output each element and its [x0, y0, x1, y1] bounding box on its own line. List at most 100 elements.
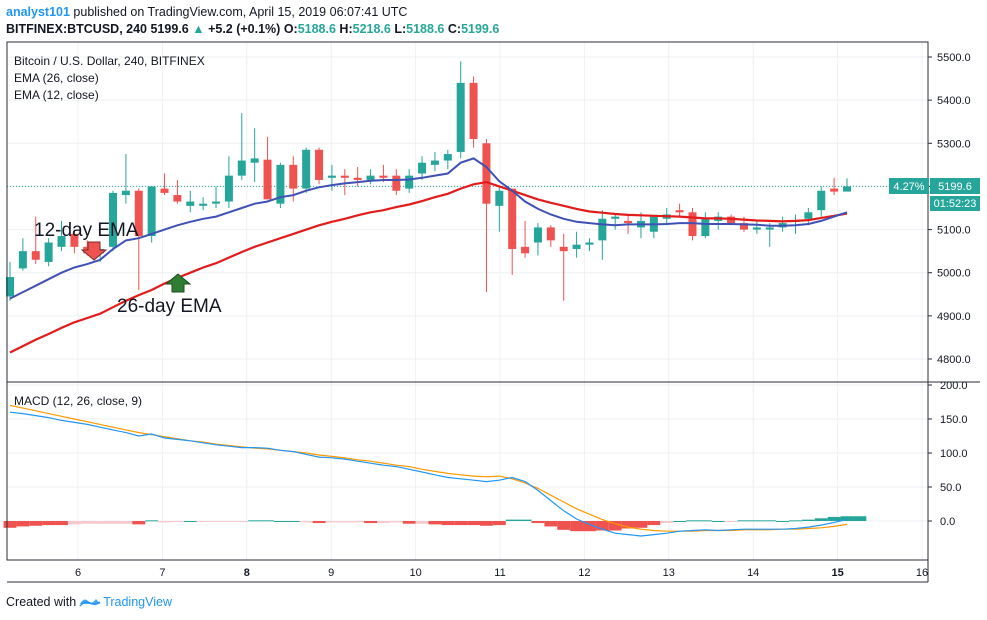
footer: Created with TradingView	[6, 595, 172, 610]
tradingview-brand[interactable]: TradingView	[103, 595, 172, 609]
timer-badge: 01:52:23	[930, 196, 980, 211]
candle-up	[430, 160, 439, 165]
candle-down	[70, 233, 79, 247]
macd-hist-bar	[402, 521, 416, 524]
macd-hist-bar	[814, 518, 828, 521]
macd-hist-bar	[273, 521, 287, 522]
open-label: O:	[283, 22, 298, 36]
candle-up	[250, 158, 259, 163]
macd-hist-bar	[325, 521, 339, 523]
ema-layer	[9, 157, 848, 354]
candle-up	[701, 218, 710, 237]
macd-hist-bar	[647, 521, 661, 526]
candle-down	[624, 220, 633, 224]
macd-hist-bar	[67, 521, 81, 525]
price-tick-label: 5000.0	[937, 268, 971, 280]
macd-hist-bar	[80, 521, 94, 524]
candle-up	[237, 160, 246, 176]
price-badge: 5199.6	[930, 178, 980, 194]
macd-tick-label: 50.0	[940, 482, 961, 494]
price-badge-text: 5199.6	[938, 181, 972, 193]
macd-hist-bar	[158, 521, 171, 523]
candle-down	[830, 188, 839, 192]
macd-hist-bar	[376, 521, 390, 524]
candle-down	[315, 149, 324, 180]
legend-title: Bitcoin / U.S. Dollar, 240, BITFINEX	[14, 54, 205, 68]
candle-up	[276, 164, 285, 204]
macd-hist-bar	[3, 521, 17, 528]
macd-hist-bar	[441, 521, 455, 526]
candle-down	[508, 188, 517, 249]
x-tick-label: 14	[747, 567, 759, 579]
candle-down	[469, 82, 478, 139]
macd-hist-bar	[261, 520, 274, 522]
macd-hist-bar	[827, 516, 841, 521]
candle-up	[456, 82, 465, 152]
annotation-12-day-ema: 12-day EMA	[34, 220, 139, 241]
candle-down	[379, 175, 388, 178]
candle-down	[675, 210, 684, 213]
candle-up	[418, 162, 427, 174]
macd-tick-label: 150.0	[940, 414, 968, 426]
candle-down	[289, 164, 298, 189]
macd-hist-bar	[145, 520, 159, 522]
macd-hist-bar	[454, 521, 468, 526]
macd-hist-bar	[338, 521, 352, 523]
author-name[interactable]: analyst101	[6, 5, 70, 19]
candle-down	[482, 143, 491, 204]
publish-line: analyst101 published on TradingView.com,…	[6, 5, 407, 19]
macd-hist-bar	[608, 521, 622, 531]
candle-down	[134, 190, 143, 237]
macd-tick-label: 0.0	[940, 516, 955, 528]
macd-hist-bar	[531, 521, 545, 524]
x-tick-label: 6	[75, 567, 81, 579]
legend-macd: MACD (12, 26, close, 9)	[14, 394, 142, 408]
macd-hist-bar	[595, 521, 609, 531]
candle-up	[405, 175, 414, 189]
x-tick-label: 15	[831, 567, 843, 579]
macd-hist-bar	[42, 521, 56, 526]
macd-hist-bar	[132, 521, 146, 525]
macd-hist-bar	[106, 521, 120, 524]
macd-hist-bar	[29, 521, 43, 526]
macd-hist-bar	[750, 520, 764, 522]
annotation-26-day-ema: 26-day EMA	[117, 296, 222, 317]
macd-hist-bar	[711, 521, 725, 522]
x-tick-label: 10	[409, 567, 421, 579]
macd-hist-bar	[467, 521, 481, 526]
candle-down	[521, 246, 530, 254]
macd-hist-bar	[16, 521, 30, 527]
candle-up	[109, 192, 118, 247]
macd-tick-label: 100.0	[940, 448, 968, 460]
candle-up	[44, 242, 53, 262]
macd-hist-bar	[724, 521, 738, 522]
macd-hist-bar	[480, 521, 493, 526]
candle-up	[752, 227, 761, 230]
close-label: C:	[447, 22, 462, 36]
candle-down	[353, 177, 362, 180]
macd-tick-label: 200.0	[940, 380, 968, 392]
price-tick-label: 5400.0	[937, 95, 971, 107]
macd-hist-bar	[544, 521, 558, 527]
macd-hist-bar	[776, 521, 790, 522]
candle-up	[366, 175, 375, 180]
candle-down	[340, 175, 349, 178]
candle-up	[585, 242, 594, 245]
macd-hist-bar	[286, 521, 300, 522]
macd-hist-bar	[364, 521, 377, 524]
last-price: 5199.6	[150, 22, 189, 36]
macd-hist-bar	[557, 521, 571, 530]
symbol-line: BITFINEX:BTCUSD, 240 5199.6 ▲ +5.2 (+0.1…	[6, 22, 499, 36]
macd-hist-bar	[621, 521, 635, 529]
candle-up	[57, 236, 66, 247]
candle-up	[533, 227, 542, 243]
candle-up	[804, 212, 813, 219]
low-value: 5188.6	[406, 22, 445, 36]
macd-hist-bar	[840, 516, 854, 521]
candle-up	[302, 149, 311, 189]
macd-hist-bar	[196, 521, 210, 522]
percent-badge-text: 4.27%	[893, 181, 924, 193]
candle-up	[817, 190, 826, 211]
x-tick-label: 13	[663, 567, 675, 579]
